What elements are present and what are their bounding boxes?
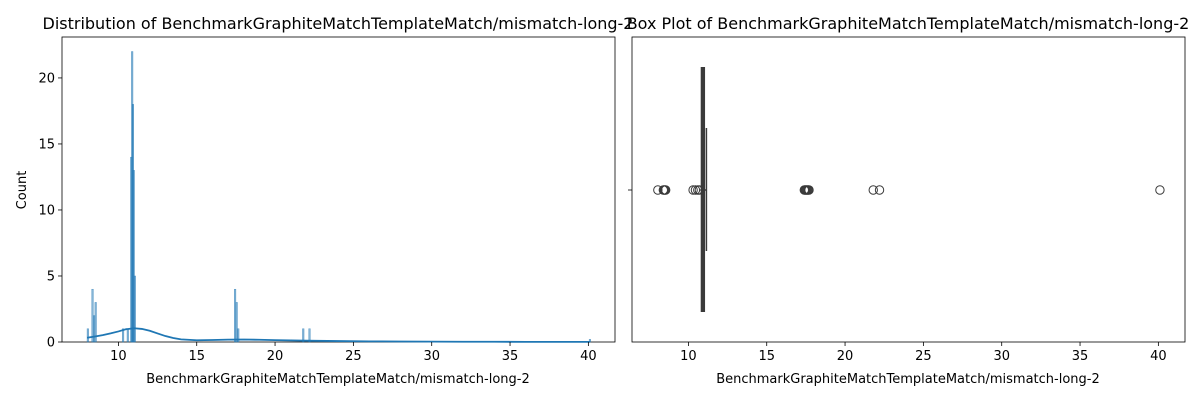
boxplot-title: Box Plot of BenchmarkGraphiteMatchTempla… bbox=[627, 14, 1190, 33]
histogram-bar bbox=[132, 170, 135, 343]
histogram-x-tick-label: 15 bbox=[188, 349, 205, 364]
histogram-x-ticks: 10 15 20 25 30 35 40 bbox=[110, 342, 597, 364]
histogram-x-tick-label: 20 bbox=[267, 349, 284, 364]
boxplot-outlier-point bbox=[1155, 185, 1165, 195]
boxplot-outlier-point bbox=[868, 185, 878, 195]
boxplot-x-tick-label: 35 bbox=[1072, 349, 1089, 364]
histogram-y-ticks: 0 5 10 15 20 bbox=[38, 71, 62, 351]
boxplot-x-ticks: 10 15 20 25 30 35 40 bbox=[680, 342, 1167, 364]
histogram-y-tick-label: 5 bbox=[47, 269, 55, 284]
histogram-bar bbox=[126, 328, 129, 343]
boxplot-x-tick-label: 15 bbox=[758, 349, 775, 364]
histogram-y-tick-label: 15 bbox=[38, 137, 55, 152]
histogram-subplot: 10 15 20 25 30 35 40 0 5 10 15 20 Distribution of … bbox=[15, 14, 633, 387]
histogram-x-tick-label: 40 bbox=[580, 349, 597, 364]
histogram-y-tick-label: 0 bbox=[47, 336, 55, 351]
histogram-bar bbox=[86, 328, 89, 343]
boxplot-axes-frame bbox=[631, 36, 1186, 343]
boxplot-x-tick-label: 20 bbox=[837, 349, 854, 364]
histogram-bar bbox=[302, 328, 305, 343]
boxplot-outlier-point bbox=[653, 185, 663, 195]
histogram-bar bbox=[308, 328, 311, 343]
boxplot-x-tick-label: 25 bbox=[915, 349, 932, 364]
histogram-x-label: BenchmarkGraphiteMatchTemplateMatch/mism… bbox=[146, 372, 530, 387]
boxplot-x-tick-label: 40 bbox=[1150, 349, 1167, 364]
histogram-bar bbox=[235, 302, 238, 343]
histogram-y-tick-label: 20 bbox=[38, 71, 55, 86]
histogram-y-label: Count bbox=[15, 171, 30, 210]
histogram-x-tick-label: 10 bbox=[110, 349, 127, 364]
boxplot-outliers bbox=[653, 185, 1165, 195]
histogram-y-tick-label: 10 bbox=[38, 203, 55, 218]
histogram-axes-frame bbox=[61, 36, 616, 343]
boxplot-outlier-point bbox=[690, 185, 701, 195]
boxplot-outlier-point bbox=[804, 185, 814, 195]
histogram-bar bbox=[237, 328, 240, 343]
histogram-bar bbox=[133, 275, 136, 343]
histogram-bar bbox=[93, 315, 96, 343]
boxplot-x-label: BenchmarkGraphiteMatchTemplateMatch/mism… bbox=[716, 372, 1100, 387]
boxplot-outlier-point bbox=[688, 185, 698, 195]
histogram-bars bbox=[86, 51, 591, 343]
histogram-title: Distribution of BenchmarkGraphiteMatchTe… bbox=[43, 14, 634, 33]
histogram-bar bbox=[122, 328, 125, 343]
boxplot-subplot: 10 15 20 25 30 35 40 Box Plot of BenchmarkGrap… bbox=[627, 14, 1190, 387]
histogram-x-tick-label: 30 bbox=[423, 349, 440, 364]
boxplot-outlier-point bbox=[694, 185, 705, 195]
boxplot-outlier-point bbox=[874, 185, 885, 195]
boxplot-x-tick-label: 30 bbox=[993, 349, 1010, 364]
boxplot-outlier-point bbox=[660, 185, 671, 195]
histogram-x-tick-label: 25 bbox=[345, 349, 362, 364]
histogram-bar bbox=[94, 302, 97, 343]
histogram-x-tick-label: 35 bbox=[502, 349, 519, 364]
kde-curve bbox=[86, 327, 590, 343]
boxplot-x-tick-label: 10 bbox=[680, 349, 697, 364]
